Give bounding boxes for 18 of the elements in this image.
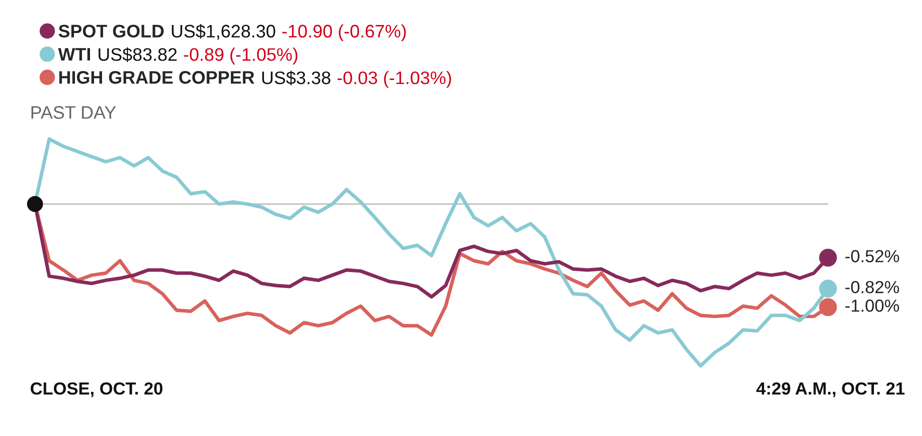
text: US$83.82 [98,47,177,62]
text: CLOSE, OCT. 20 [30,382,162,398]
legend-label: HIGH GRADE COPPER [59,71,254,84]
text: -10.90 (-0.67%) [282,24,406,42]
point [819,298,837,316]
point [819,248,837,267]
text: 4:29 A.M., OCT. 21 [756,382,905,398]
text: US$3.38 [262,70,330,86]
text: -0.89 (-1.05%) [184,48,298,64]
legend-label: SPOT GOLD [58,24,164,38]
text: US$1,628.30 [172,24,276,40]
data-label: -0.82% [845,280,900,294]
data-label: -0.52% [845,250,900,262]
chart-subtitle: PAST DAY [31,106,116,119]
point [819,280,837,298]
text: -0.03 (-1.03%) [338,70,452,88]
data-label: -1.00% [845,300,900,312]
legend-label: WTI [58,48,90,60]
